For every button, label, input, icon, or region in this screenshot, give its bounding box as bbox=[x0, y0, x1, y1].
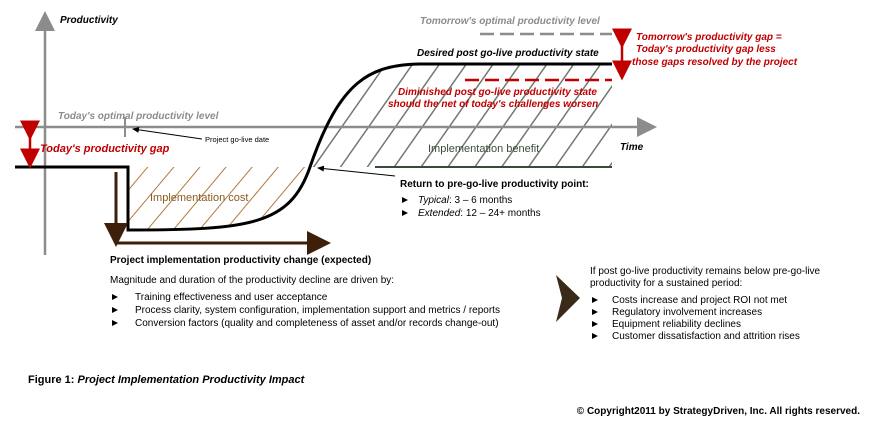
driver-item: Training effectiveness and user acceptan… bbox=[135, 292, 328, 303]
copyright: © Copyright2011 by StrategyDriven, Inc. … bbox=[577, 406, 860, 417]
x-axis-label: Time bbox=[620, 142, 644, 153]
return-item-label: Extended bbox=[418, 208, 461, 219]
y-axis-label: Productivity bbox=[60, 15, 118, 26]
consequence-item: Customer dissatisfaction and attrition r… bbox=[612, 331, 800, 342]
bullet bbox=[592, 309, 598, 315]
return-item-text: : 12 – 24+ months bbox=[460, 208, 540, 219]
bullet bbox=[112, 320, 118, 326]
consequences-intro: If post go-live productivity remains bel… bbox=[590, 266, 821, 277]
desired-state-label: Desired post go-live productivity state bbox=[417, 48, 599, 59]
return-title: Return to pre-go-live productivity point… bbox=[400, 179, 589, 190]
bullet bbox=[402, 197, 408, 203]
figure-title: Project Implementation Productivity Impa… bbox=[78, 374, 306, 386]
change-label: Project implementation productivity chan… bbox=[110, 255, 371, 266]
consequence-item: Costs increase and project ROI not met bbox=[612, 295, 787, 306]
go-live-label: Project go-live date bbox=[205, 135, 269, 144]
bullet bbox=[112, 294, 118, 300]
bullet bbox=[592, 333, 598, 339]
driver-item: Conversion factors (quality and complete… bbox=[135, 318, 499, 329]
cost-label: Implementation cost bbox=[150, 192, 248, 204]
benefit-label: Implementation benefit bbox=[428, 143, 539, 155]
today-optimal-label: Today's optimal productivity level bbox=[58, 111, 219, 122]
return-item: Extended: 12 – 24+ months bbox=[418, 208, 541, 219]
diminished-label: should the net of today's challenges wor… bbox=[388, 99, 598, 110]
bullet bbox=[402, 210, 408, 216]
consequences-intro: productivity for a sustained period: bbox=[590, 278, 742, 289]
benefit-region bbox=[310, 64, 612, 167]
tomorrow-gap-label: Tomorrow's productivity gap = bbox=[636, 32, 782, 43]
today-gap-label: Today's productivity gap bbox=[40, 143, 170, 155]
go-live-pointer bbox=[132, 126, 203, 140]
consequence-item: Equipment reliability declines bbox=[612, 319, 741, 330]
figure-caption: Figure 1: Project Implementation Product… bbox=[28, 374, 306, 386]
diminished-label: Diminished post go-live productivity sta… bbox=[398, 87, 597, 98]
bullet bbox=[112, 307, 118, 313]
drivers-intro: Magnitude and duration of the productivi… bbox=[110, 275, 394, 286]
driver-item: Process clarity, system configuration, i… bbox=[135, 305, 500, 316]
return-item-text: : 3 – 6 months bbox=[449, 195, 512, 206]
figure-number: Figure 1: bbox=[28, 374, 74, 386]
chevron bbox=[556, 275, 580, 322]
productivity-curve bbox=[15, 62, 612, 232]
return-item: Typical: 3 – 6 months bbox=[418, 195, 512, 206]
tomorrow-gap-label: Today's productivity gap less bbox=[636, 44, 776, 55]
tomorrow-optimal-label: Tomorrow's optimal productivity level bbox=[420, 16, 600, 27]
consequence-item: Regulatory involvement increases bbox=[612, 307, 762, 318]
bullet bbox=[592, 297, 598, 303]
tomorrow-gap-label: those gaps resolved by the project bbox=[632, 57, 798, 68]
cost-region bbox=[128, 167, 310, 230]
return-pointer bbox=[317, 165, 396, 177]
return-item-label: Typical bbox=[418, 195, 450, 206]
bullet bbox=[592, 321, 598, 327]
